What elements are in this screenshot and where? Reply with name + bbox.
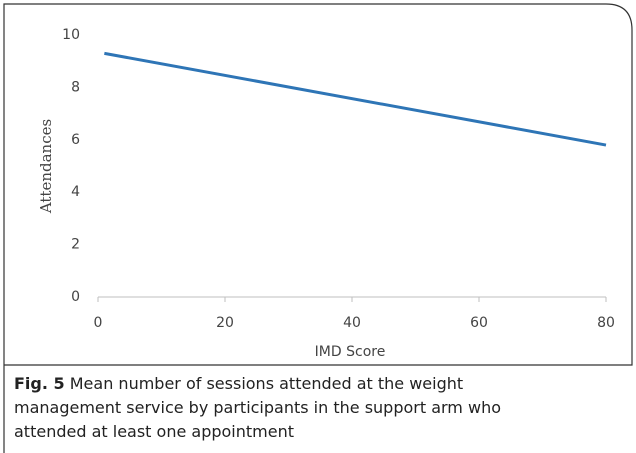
caption-text: Mean number of sessions attended at the … bbox=[14, 374, 501, 441]
y-tick-label: 6 bbox=[71, 132, 80, 148]
line-series bbox=[104, 51, 607, 147]
x-tick-label: 80 bbox=[597, 315, 615, 331]
caption: Fig. 5 Mean number of sessions attended … bbox=[14, 372, 574, 444]
y-tick-label: 4 bbox=[71, 184, 80, 200]
x-tick-label: 40 bbox=[343, 315, 361, 331]
y-tick-label: 0 bbox=[71, 289, 80, 305]
x-axis-title: IMD Score bbox=[315, 344, 386, 360]
y-tick-label: 10 bbox=[62, 27, 80, 43]
y-tick-label: 8 bbox=[71, 79, 80, 95]
frame bbox=[3, 3, 633, 453]
y-axis-title: Attendances bbox=[37, 119, 55, 214]
x-tick-label: 0 bbox=[94, 315, 103, 331]
caption-label: Fig. 5 bbox=[14, 374, 65, 393]
x-tick-label: 20 bbox=[216, 315, 234, 331]
x-tick-label: 60 bbox=[470, 315, 488, 331]
y-tick-label: 2 bbox=[71, 237, 80, 253]
